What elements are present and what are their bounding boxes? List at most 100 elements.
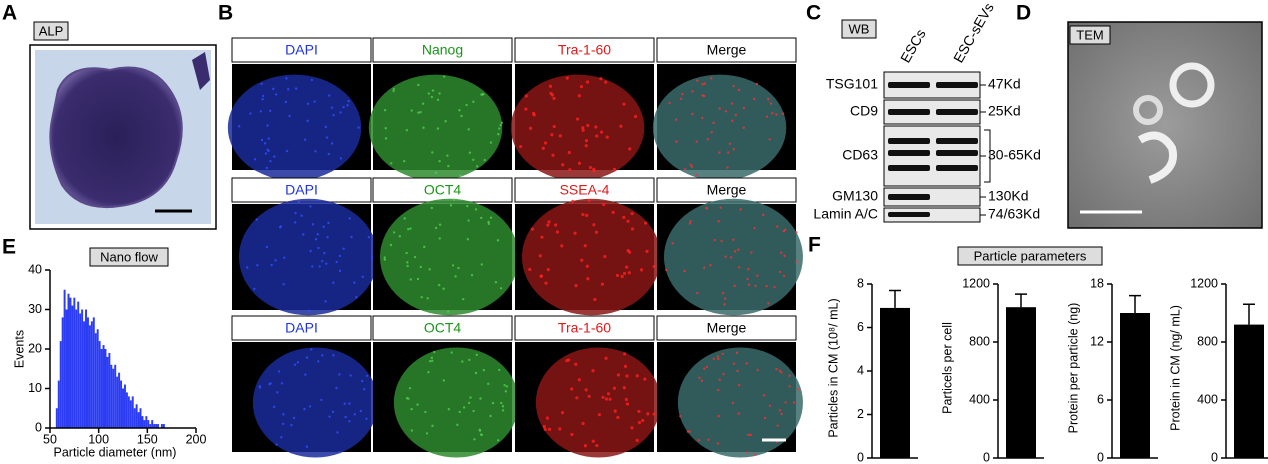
cell bbox=[560, 411, 565, 415]
cell bbox=[745, 362, 748, 365]
colony bbox=[677, 347, 803, 458]
cell bbox=[540, 235, 544, 239]
cell bbox=[623, 364, 628, 368]
cell bbox=[310, 78, 314, 82]
hist-bar bbox=[77, 301, 80, 428]
cell bbox=[426, 297, 429, 300]
cell bbox=[737, 248, 740, 251]
cell bbox=[496, 239, 500, 242]
cell bbox=[624, 397, 628, 402]
cell bbox=[482, 368, 486, 372]
cell bbox=[594, 125, 598, 129]
cell bbox=[697, 439, 701, 442]
hist-bar bbox=[104, 349, 107, 428]
cell bbox=[622, 271, 627, 276]
tag-box bbox=[957, 246, 1103, 266]
cell bbox=[480, 93, 483, 96]
cell bbox=[545, 416, 550, 420]
cell bbox=[438, 92, 441, 95]
hist-bar bbox=[155, 424, 158, 428]
cell bbox=[339, 111, 342, 114]
channel-label: DAPI bbox=[285, 182, 318, 198]
cell bbox=[322, 225, 325, 228]
cell bbox=[583, 444, 588, 448]
size-label: 74/63Kd bbox=[988, 206, 1040, 222]
error-bar bbox=[1243, 303, 1255, 325]
y-tick-label: 0 bbox=[857, 450, 864, 464]
error-bar bbox=[889, 289, 901, 308]
cell bbox=[321, 354, 324, 357]
cell bbox=[703, 82, 706, 85]
blot-band bbox=[936, 138, 978, 144]
cell bbox=[549, 91, 553, 96]
hist-bar bbox=[141, 416, 144, 428]
cell bbox=[691, 90, 694, 93]
panel-letter: C bbox=[806, 2, 821, 25]
error-bar bbox=[1015, 293, 1027, 308]
y-tick-label: 0 bbox=[983, 450, 990, 464]
cell bbox=[417, 111, 420, 114]
cell bbox=[314, 238, 318, 241]
cell bbox=[342, 247, 345, 250]
cell bbox=[615, 273, 620, 278]
cell bbox=[467, 401, 471, 405]
channel-label: SSEA-4 bbox=[560, 182, 610, 198]
cell bbox=[773, 285, 776, 289]
protein-label: CD9 bbox=[850, 103, 878, 119]
cell bbox=[316, 232, 319, 236]
cell bbox=[665, 268, 668, 272]
cell bbox=[716, 388, 720, 392]
cell bbox=[754, 284, 757, 288]
channel-label-box bbox=[231, 315, 372, 341]
channel-label: Tra-1-60 bbox=[558, 42, 611, 58]
cell bbox=[730, 256, 733, 259]
cell bbox=[410, 109, 413, 112]
hist-bar bbox=[94, 333, 97, 428]
cell bbox=[355, 296, 358, 299]
cell bbox=[765, 115, 769, 118]
cell bbox=[293, 221, 297, 224]
x-tick-label: 50 bbox=[43, 432, 57, 446]
cell bbox=[332, 281, 335, 284]
cell bbox=[767, 97, 770, 101]
cell bbox=[237, 125, 241, 128]
cell bbox=[438, 237, 441, 240]
error-bar bbox=[1129, 294, 1141, 313]
cell bbox=[328, 415, 331, 418]
cell bbox=[574, 284, 578, 288]
blot-band bbox=[936, 165, 978, 171]
hist-bar bbox=[151, 420, 154, 428]
cell bbox=[281, 422, 285, 426]
cell bbox=[306, 102, 310, 105]
cell bbox=[438, 223, 442, 226]
cell bbox=[565, 76, 569, 80]
y-axis-label: Protein per particle (ng) bbox=[1066, 303, 1080, 434]
cell bbox=[261, 94, 265, 98]
x-tick-label: 100 bbox=[88, 432, 109, 446]
cell bbox=[716, 442, 720, 445]
protein-label: GM130 bbox=[832, 188, 878, 204]
cell bbox=[622, 215, 626, 219]
cell bbox=[613, 409, 617, 413]
cell bbox=[543, 427, 547, 431]
cell bbox=[600, 282, 605, 286]
size-label: 25Kd bbox=[988, 103, 1021, 119]
cell bbox=[430, 206, 433, 210]
cell bbox=[267, 137, 270, 140]
cell bbox=[584, 139, 589, 143]
cell bbox=[307, 309, 311, 313]
cell bbox=[263, 142, 267, 145]
cell bbox=[747, 267, 750, 271]
hist-bar bbox=[90, 321, 93, 428]
hist-bar bbox=[125, 392, 128, 428]
cell bbox=[317, 360, 320, 363]
cell bbox=[390, 162, 393, 165]
cell bbox=[278, 225, 282, 229]
channel-label: OCT4 bbox=[424, 320, 462, 336]
tag-box bbox=[33, 21, 69, 41]
cell bbox=[269, 159, 272, 163]
cell bbox=[695, 140, 698, 143]
cell bbox=[683, 269, 686, 273]
hist-bar bbox=[127, 396, 130, 428]
cell bbox=[392, 231, 396, 234]
